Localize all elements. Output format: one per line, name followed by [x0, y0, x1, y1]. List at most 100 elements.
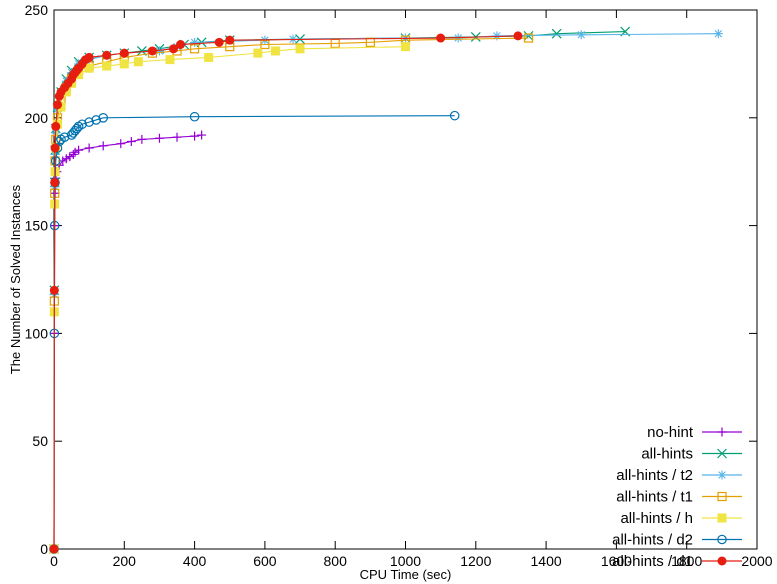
y-tick-label: 50 — [32, 433, 48, 449]
series-line — [53, 46, 406, 550]
data-point — [713, 29, 723, 39]
data-point — [147, 46, 157, 56]
data-point — [102, 61, 112, 71]
x-tick-label: 1000 — [390, 553, 421, 569]
legend-marker — [717, 427, 727, 437]
series-all-hints — [49, 26, 631, 554]
y-tick-label: 250 — [25, 2, 49, 18]
y-tick-label: 100 — [25, 325, 49, 341]
x-tick-label: 200 — [113, 553, 137, 569]
legend-item: all-hints / h — [620, 510, 742, 527]
legend-marker — [717, 491, 727, 502]
data-point — [270, 46, 280, 56]
y-tick-label: 150 — [25, 218, 49, 234]
data-point — [165, 55, 175, 65]
x-tick-label: 600 — [253, 553, 277, 569]
data-point — [190, 44, 200, 54]
data-point — [61, 87, 71, 97]
x-tick-label: 1400 — [531, 553, 562, 569]
data-point — [51, 121, 61, 131]
data-point — [169, 44, 179, 54]
legend: no-hint all-hints all-hints / t2 all-hints … — [612, 424, 742, 570]
legend-item: all-hints — [641, 446, 742, 463]
data-point — [98, 113, 109, 123]
data-point — [84, 52, 94, 62]
data-point — [513, 31, 523, 41]
series-all-hints-h — [49, 42, 410, 554]
data-point — [576, 30, 586, 40]
y-tick-label: 200 — [25, 110, 49, 126]
series-line — [53, 115, 455, 550]
legend-item: all-hints / t1 — [616, 489, 742, 506]
data-point — [295, 44, 305, 54]
data-point — [154, 133, 164, 143]
data-point — [189, 111, 200, 122]
data-point — [102, 50, 112, 60]
data-point — [59, 132, 70, 143]
data-point — [91, 115, 101, 125]
x-tick-label: 2000 — [741, 553, 772, 569]
series-all-hints-d1 — [49, 31, 523, 554]
legend-marker — [717, 448, 727, 459]
data-point — [551, 28, 562, 39]
legend-label: all-hints / d2 — [612, 532, 693, 549]
data-point — [77, 119, 87, 130]
data-point — [176, 39, 186, 49]
data-point — [204, 52, 214, 62]
data-point — [84, 117, 94, 127]
data-point — [49, 285, 59, 295]
data-point — [401, 42, 410, 52]
data-point — [50, 156, 61, 166]
legend-marker — [717, 556, 727, 566]
x-tick-label: 0 — [50, 553, 58, 569]
data-point — [98, 141, 108, 151]
data-point — [492, 31, 502, 41]
data-point — [154, 46, 164, 56]
data-point — [260, 39, 270, 50]
x-tick-label: 1200 — [460, 553, 491, 569]
data-point — [253, 48, 263, 58]
series-line — [53, 35, 518, 550]
legend-label: all-hints / d1 — [612, 553, 693, 570]
series-no-hint — [49, 130, 207, 554]
data-point — [523, 33, 534, 43]
data-point — [225, 35, 235, 45]
legend-item: all-hints / d1 — [612, 553, 742, 570]
y-tick-label: 0 — [40, 541, 48, 557]
legend-item: all-hints / d2 — [612, 532, 742, 549]
y-axis: 0 50 100 150 200 250 — [25, 2, 757, 557]
data-point — [68, 149, 78, 159]
legend-label: all-hints / h — [620, 510, 693, 527]
data-point — [50, 177, 60, 187]
series-all-hints-t1 — [49, 33, 534, 554]
series-line — [53, 31, 626, 550]
data-point — [50, 143, 60, 153]
legend-marker — [717, 534, 727, 545]
series-line — [53, 134, 202, 550]
legend-marker — [717, 513, 727, 523]
series-line — [53, 37, 529, 550]
data-point — [449, 110, 460, 121]
legend-label: all-hints / t1 — [616, 489, 693, 506]
legend-label: all-hints — [641, 446, 693, 463]
x-tick-label: 400 — [183, 553, 207, 569]
data-point — [137, 134, 147, 144]
data-point — [436, 33, 446, 43]
data-point — [197, 130, 207, 140]
legend-item: all-hints / t2 — [616, 467, 742, 484]
data-point — [116, 139, 126, 149]
series-layer — [49, 26, 723, 554]
data-point — [74, 145, 84, 155]
legend-marker — [717, 470, 727, 480]
data-point — [190, 37, 200, 47]
data-point — [190, 131, 200, 141]
data-point — [84, 143, 94, 153]
data-point — [126, 137, 136, 147]
data-point — [53, 100, 63, 110]
x-axis: 0 200 400 600 800 1000 1200 1400 1600 1800 2000 — [50, 10, 773, 569]
data-point — [172, 132, 182, 142]
x-tick-label: 800 — [324, 553, 348, 569]
data-point — [133, 57, 143, 67]
x-tick-label: 1600 — [601, 553, 632, 569]
